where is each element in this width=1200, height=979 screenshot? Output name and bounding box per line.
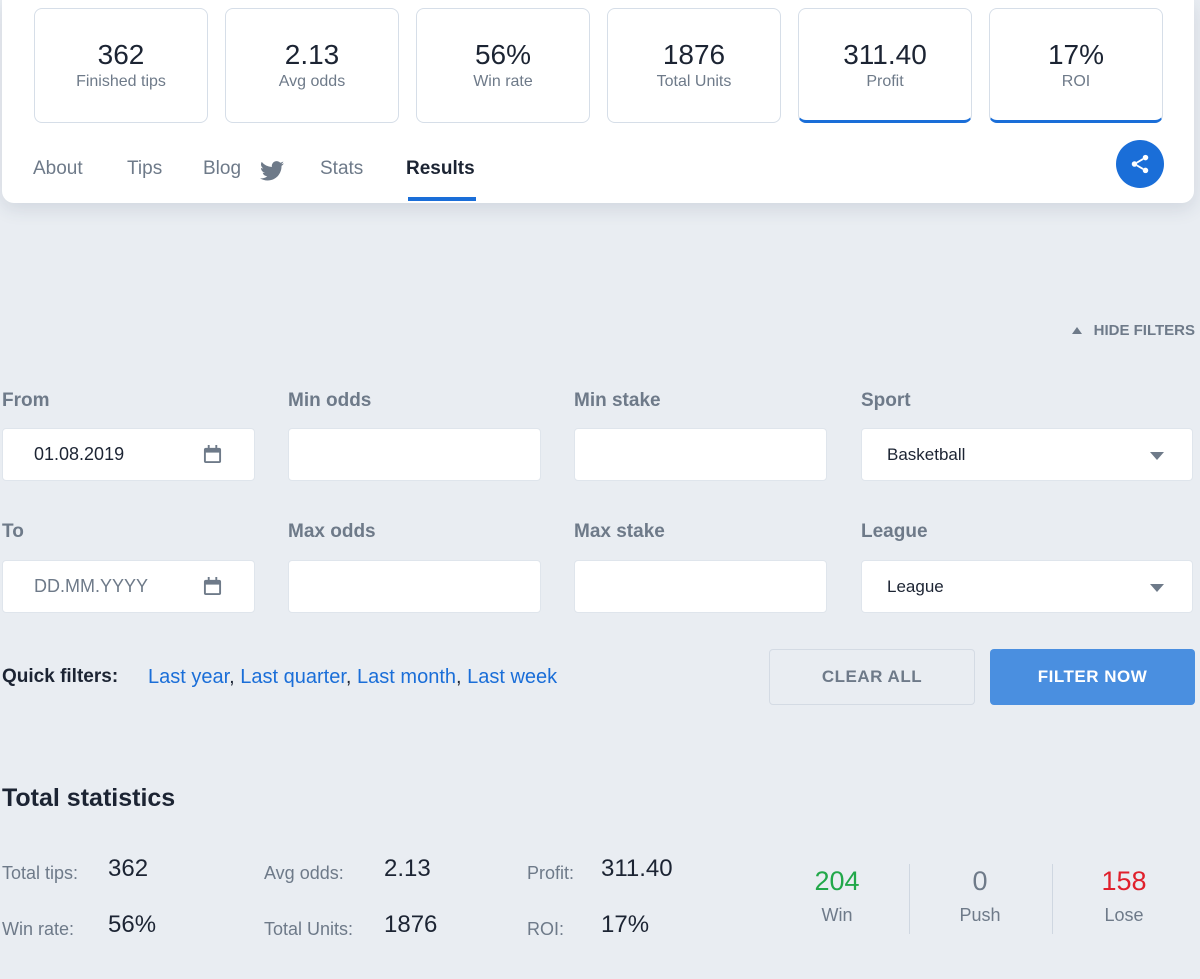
stat-total-units: 1876 Total Units xyxy=(607,8,781,123)
stat-win-rate: 56% Win rate xyxy=(416,8,590,123)
stat-label: ROI xyxy=(1061,73,1091,90)
total-tips-label: Total tips: xyxy=(2,863,79,883)
total-units-label: Total Units: xyxy=(264,919,354,939)
from-date-value: 01.08.2019 xyxy=(34,444,125,464)
stat-value: 311.40 xyxy=(843,39,927,70)
to-date-placeholder: DD.MM.YYYY xyxy=(34,576,149,596)
total-statistics-title: Total statistics xyxy=(2,784,176,812)
avg-odds-label: Avg odds: xyxy=(264,863,344,883)
lose-summary: 158 Lose xyxy=(1054,866,1194,926)
total-units-value: 1876 xyxy=(384,911,438,938)
chevron-down-icon xyxy=(1150,452,1164,460)
from-label: From xyxy=(2,390,50,411)
stat-finished-tips: 362 Finished tips xyxy=(34,8,208,123)
tab-blog[interactable]: Blog xyxy=(203,158,242,179)
calendar-icon[interactable] xyxy=(203,577,222,596)
win-summary: 204 Win xyxy=(767,866,907,926)
twitter-icon[interactable] xyxy=(260,161,284,181)
league-select[interactable]: League xyxy=(861,560,1193,613)
share-button[interactable] xyxy=(1116,140,1164,188)
calendar-icon[interactable] xyxy=(203,445,222,464)
active-tab-indicator xyxy=(408,197,476,201)
stat-label: Profit xyxy=(866,73,904,90)
filter-now-button[interactable]: FILTER NOW xyxy=(990,649,1195,705)
stat-label: Avg odds xyxy=(278,73,346,90)
stat-label: Finished tips xyxy=(76,73,166,90)
max-odds-input[interactable] xyxy=(288,560,541,613)
stat-value: 17% xyxy=(1047,39,1105,70)
quick-filter-last-quarter[interactable]: Last quarter xyxy=(240,666,346,688)
league-label: League xyxy=(861,521,928,542)
tab-tips[interactable]: Tips xyxy=(127,158,163,179)
profit-label: Profit: xyxy=(527,863,575,883)
quick-filter-last-month[interactable]: Last month xyxy=(357,666,456,688)
profile-card: 362 Finished tips 2.13 Avg odds 56% Win … xyxy=(2,0,1194,203)
profit-value: 311.40 xyxy=(601,855,673,882)
min-stake-input[interactable] xyxy=(574,428,827,481)
triangle-up-icon xyxy=(1071,327,1082,334)
to-label: To xyxy=(2,521,24,542)
divider xyxy=(1052,864,1053,934)
hide-filters-label: HIDE FILTERS xyxy=(1093,322,1195,339)
stat-value: 2.13 xyxy=(284,39,340,70)
sport-label: Sport xyxy=(861,390,911,411)
sport-selected-value: Basketball xyxy=(887,444,966,464)
tab-results[interactable]: Results xyxy=(406,158,475,179)
stat-avg-odds: 2.13 Avg odds xyxy=(225,8,399,123)
hide-filters-toggle[interactable]: HIDE FILTERS xyxy=(1071,322,1195,339)
stat-value: 362 xyxy=(97,39,145,70)
stat-roi: 17% ROI xyxy=(989,8,1163,123)
quick-filters: Last year, Last quarter, Last month, Las… xyxy=(148,666,558,688)
roi-label: ROI: xyxy=(527,919,565,939)
push-summary: 0 Push xyxy=(910,866,1050,926)
lose-label: Lose xyxy=(1104,905,1144,925)
avg-odds-value: 2.13 xyxy=(384,855,431,882)
share-icon xyxy=(1131,154,1149,174)
to-date-input[interactable]: DD.MM.YYYY xyxy=(2,560,255,613)
min-odds-label: Min odds xyxy=(288,390,372,411)
win-rate-value: 56% xyxy=(108,911,157,938)
divider xyxy=(909,864,910,934)
from-date-input[interactable]: 01.08.2019 xyxy=(2,428,255,481)
stat-profit: 311.40 Profit xyxy=(798,8,972,123)
win-rate-label: Win rate: xyxy=(2,919,75,939)
roi-value: 17% xyxy=(601,911,650,938)
max-stake-input[interactable] xyxy=(574,560,827,613)
push-label: Push xyxy=(959,905,1001,925)
sport-select[interactable]: Basketball xyxy=(861,428,1193,481)
lose-count: 158 xyxy=(1101,866,1147,896)
chevron-down-icon xyxy=(1150,584,1164,592)
win-count: 204 xyxy=(814,866,860,896)
win-label: Win xyxy=(821,905,853,925)
stat-label: Total Units xyxy=(656,73,732,90)
tab-stats[interactable]: Stats xyxy=(320,158,364,179)
clear-all-button[interactable]: CLEAR ALL xyxy=(769,649,975,705)
quick-filter-last-week[interactable]: Last week xyxy=(467,666,558,688)
min-stake-label: Min stake xyxy=(574,390,661,411)
max-stake-label: Max stake xyxy=(574,521,665,542)
max-odds-label: Max odds xyxy=(288,521,376,542)
quick-filters-label: Quick filters: xyxy=(2,666,119,687)
stat-value: 1876 xyxy=(662,39,726,70)
league-selected-value: League xyxy=(887,576,944,596)
stat-value: 56% xyxy=(474,39,532,70)
quick-filter-last-year[interactable]: Last year xyxy=(148,666,230,688)
min-odds-input[interactable] xyxy=(288,428,541,481)
total-tips-value: 362 xyxy=(108,855,149,882)
stat-label: Win rate xyxy=(473,73,533,90)
push-count: 0 xyxy=(972,866,988,896)
tab-about[interactable]: About xyxy=(33,158,83,179)
